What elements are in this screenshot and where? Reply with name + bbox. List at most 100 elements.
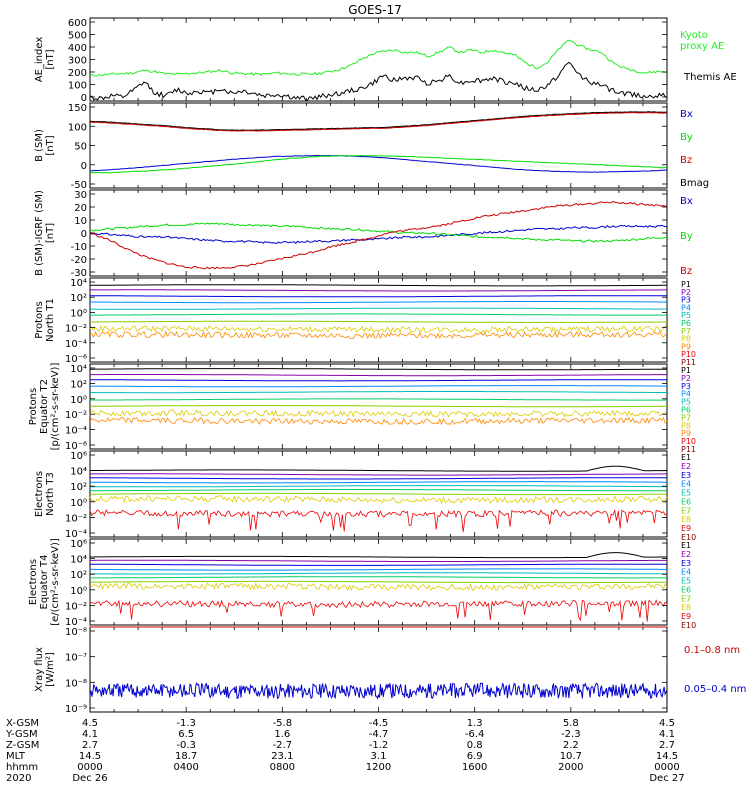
x-axis-row-label: Z-GSM	[6, 740, 39, 751]
y-tick-label: 10⁻⁷	[65, 653, 87, 664]
channel-line	[90, 284, 667, 287]
channel-line	[90, 307, 667, 310]
channel-label: E10	[681, 533, 696, 542]
channel-label: P8	[681, 421, 691, 430]
panel-xray: 10⁻⁸ 10⁻⁷ 10⁻⁸ 10⁻⁹ Xray flux [W/m²] 0.1–0.8 n…	[34, 626, 746, 715]
series-line	[89, 200, 668, 270]
channel-line	[90, 563, 667, 566]
x-axis-value: 0400	[173, 762, 198, 773]
y-axis-label: Protons	[34, 301, 45, 338]
y-tick-label: 100	[68, 81, 87, 92]
channel-line	[90, 379, 667, 382]
channel-line	[90, 301, 667, 304]
y-tick-label: 30	[74, 190, 87, 201]
legend-label: proxy AE	[680, 41, 724, 52]
channel-line	[90, 580, 667, 584]
y-tick-label: 10⁰	[70, 395, 87, 406]
channel-label: E7	[681, 594, 691, 603]
y-tick-label: 10⁻⁴	[65, 529, 87, 540]
channel-label: P7	[681, 413, 691, 422]
y-tick-label: -10	[71, 242, 87, 253]
legend-label: Bx	[680, 196, 693, 207]
x-axis-value: 1.6	[274, 729, 290, 740]
y-tick-label: 10⁻⁸	[65, 627, 87, 638]
y-axis-label: Electrons	[34, 471, 45, 517]
x-axis-value: Dec 26	[72, 773, 107, 784]
channel-line	[90, 374, 667, 377]
channel-label: P7	[681, 327, 691, 336]
y-axis-label: [e/(cm²-s-sr-keV)]	[50, 538, 61, 626]
legend-label: Bx	[680, 109, 693, 120]
y-tick-label: 10⁴	[70, 278, 87, 289]
y-tick-label: 10²	[70, 379, 87, 390]
panel-e2: 10⁶ 10⁴ 10² 10⁰ 10⁻² 10⁻⁴ Electrons Equator T4[…	[28, 538, 696, 630]
y-tick-label: 10²	[70, 482, 87, 493]
channel-label: E2	[681, 550, 691, 559]
series-line	[89, 154, 667, 173]
x-axis-value: 2.7	[659, 740, 675, 751]
y-tick-label: 300	[68, 56, 87, 67]
y-tick-label: 20	[74, 203, 87, 214]
x-axis-value: -6.4	[465, 729, 485, 740]
y-tick-label: 10⁻²	[65, 513, 87, 524]
y-tick-label: -50	[71, 180, 87, 191]
x-axis-value: 10.7	[560, 751, 582, 762]
legend-label: Bz	[680, 266, 692, 277]
channel-label: E2	[681, 462, 691, 471]
y-tick-label: 500	[68, 31, 87, 42]
y-tick-label: 150	[68, 103, 87, 114]
legend-label: 0.1–0.8 nm	[684, 645, 740, 656]
x-axis-value: 23.1	[271, 751, 293, 762]
y-tick-label: 10⁻²	[65, 410, 87, 421]
series-line	[89, 682, 668, 700]
legend-label: Themis AE	[683, 72, 737, 83]
channel-line	[90, 385, 667, 388]
channel-line	[89, 509, 668, 533]
y-axis-label: [nT]	[45, 223, 56, 243]
y-tick-label: 10⁻²	[65, 601, 87, 612]
panel-frame	[89, 189, 668, 277]
x-axis-value: 14.5	[656, 751, 678, 762]
x-axis-value: 1.3	[467, 718, 483, 729]
y-axis-label: [W/m²]	[45, 652, 56, 687]
x-axis-value: 18.7	[175, 751, 197, 762]
channel-label: P2	[681, 374, 691, 383]
x-axis-value: 2000	[558, 762, 583, 773]
y-axis-label: Equator T2	[39, 379, 50, 434]
channel-label: E3	[681, 471, 691, 480]
channel-label: E9	[681, 524, 691, 533]
series-line	[89, 224, 668, 244]
channel-line	[90, 568, 667, 571]
y-tick-label: 0	[81, 93, 87, 104]
x-axis-value: 5.8	[563, 718, 579, 729]
y-tick-label: 10⁻⁶	[65, 354, 87, 365]
channel-label: E6	[681, 585, 691, 594]
y-axis-label: B (SM)-IGRF (SM)	[34, 190, 45, 276]
channel-label: E5	[681, 489, 691, 498]
y-tick-label: 50	[74, 142, 87, 153]
channel-label: P2	[681, 288, 691, 297]
channel-label: P11	[681, 445, 696, 454]
x-axis-value: -4.7	[369, 729, 389, 740]
channel-label: P8	[681, 335, 691, 344]
channel-label: E6	[681, 497, 691, 506]
channel-line	[90, 313, 667, 316]
channel-label: P5	[681, 311, 691, 320]
y-tick-label: 10²	[70, 570, 87, 581]
y-tick-label: 200	[68, 68, 87, 79]
channel-label: E8	[681, 515, 691, 524]
series-line	[90, 61, 668, 102]
y-axis-label: [p/(cm²-s-sr-keV)]	[50, 363, 61, 451]
channel-label: P9	[681, 342, 691, 351]
legend-label: By	[680, 231, 693, 242]
series-line	[89, 39, 668, 77]
x-axis-value: -4.5	[369, 718, 389, 729]
legend-label: Bz	[680, 155, 692, 166]
channel-label: E8	[681, 603, 691, 612]
channel-label: P10	[681, 350, 696, 359]
x-axis-row-label: X-GSM	[6, 718, 39, 729]
channel-line	[90, 289, 667, 292]
